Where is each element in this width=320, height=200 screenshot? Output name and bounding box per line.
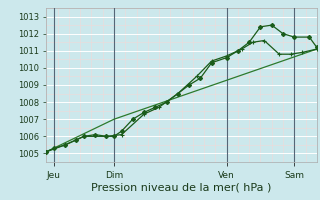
X-axis label: Pression niveau de la mer( hPa ): Pression niveau de la mer( hPa ) [92, 183, 272, 193]
